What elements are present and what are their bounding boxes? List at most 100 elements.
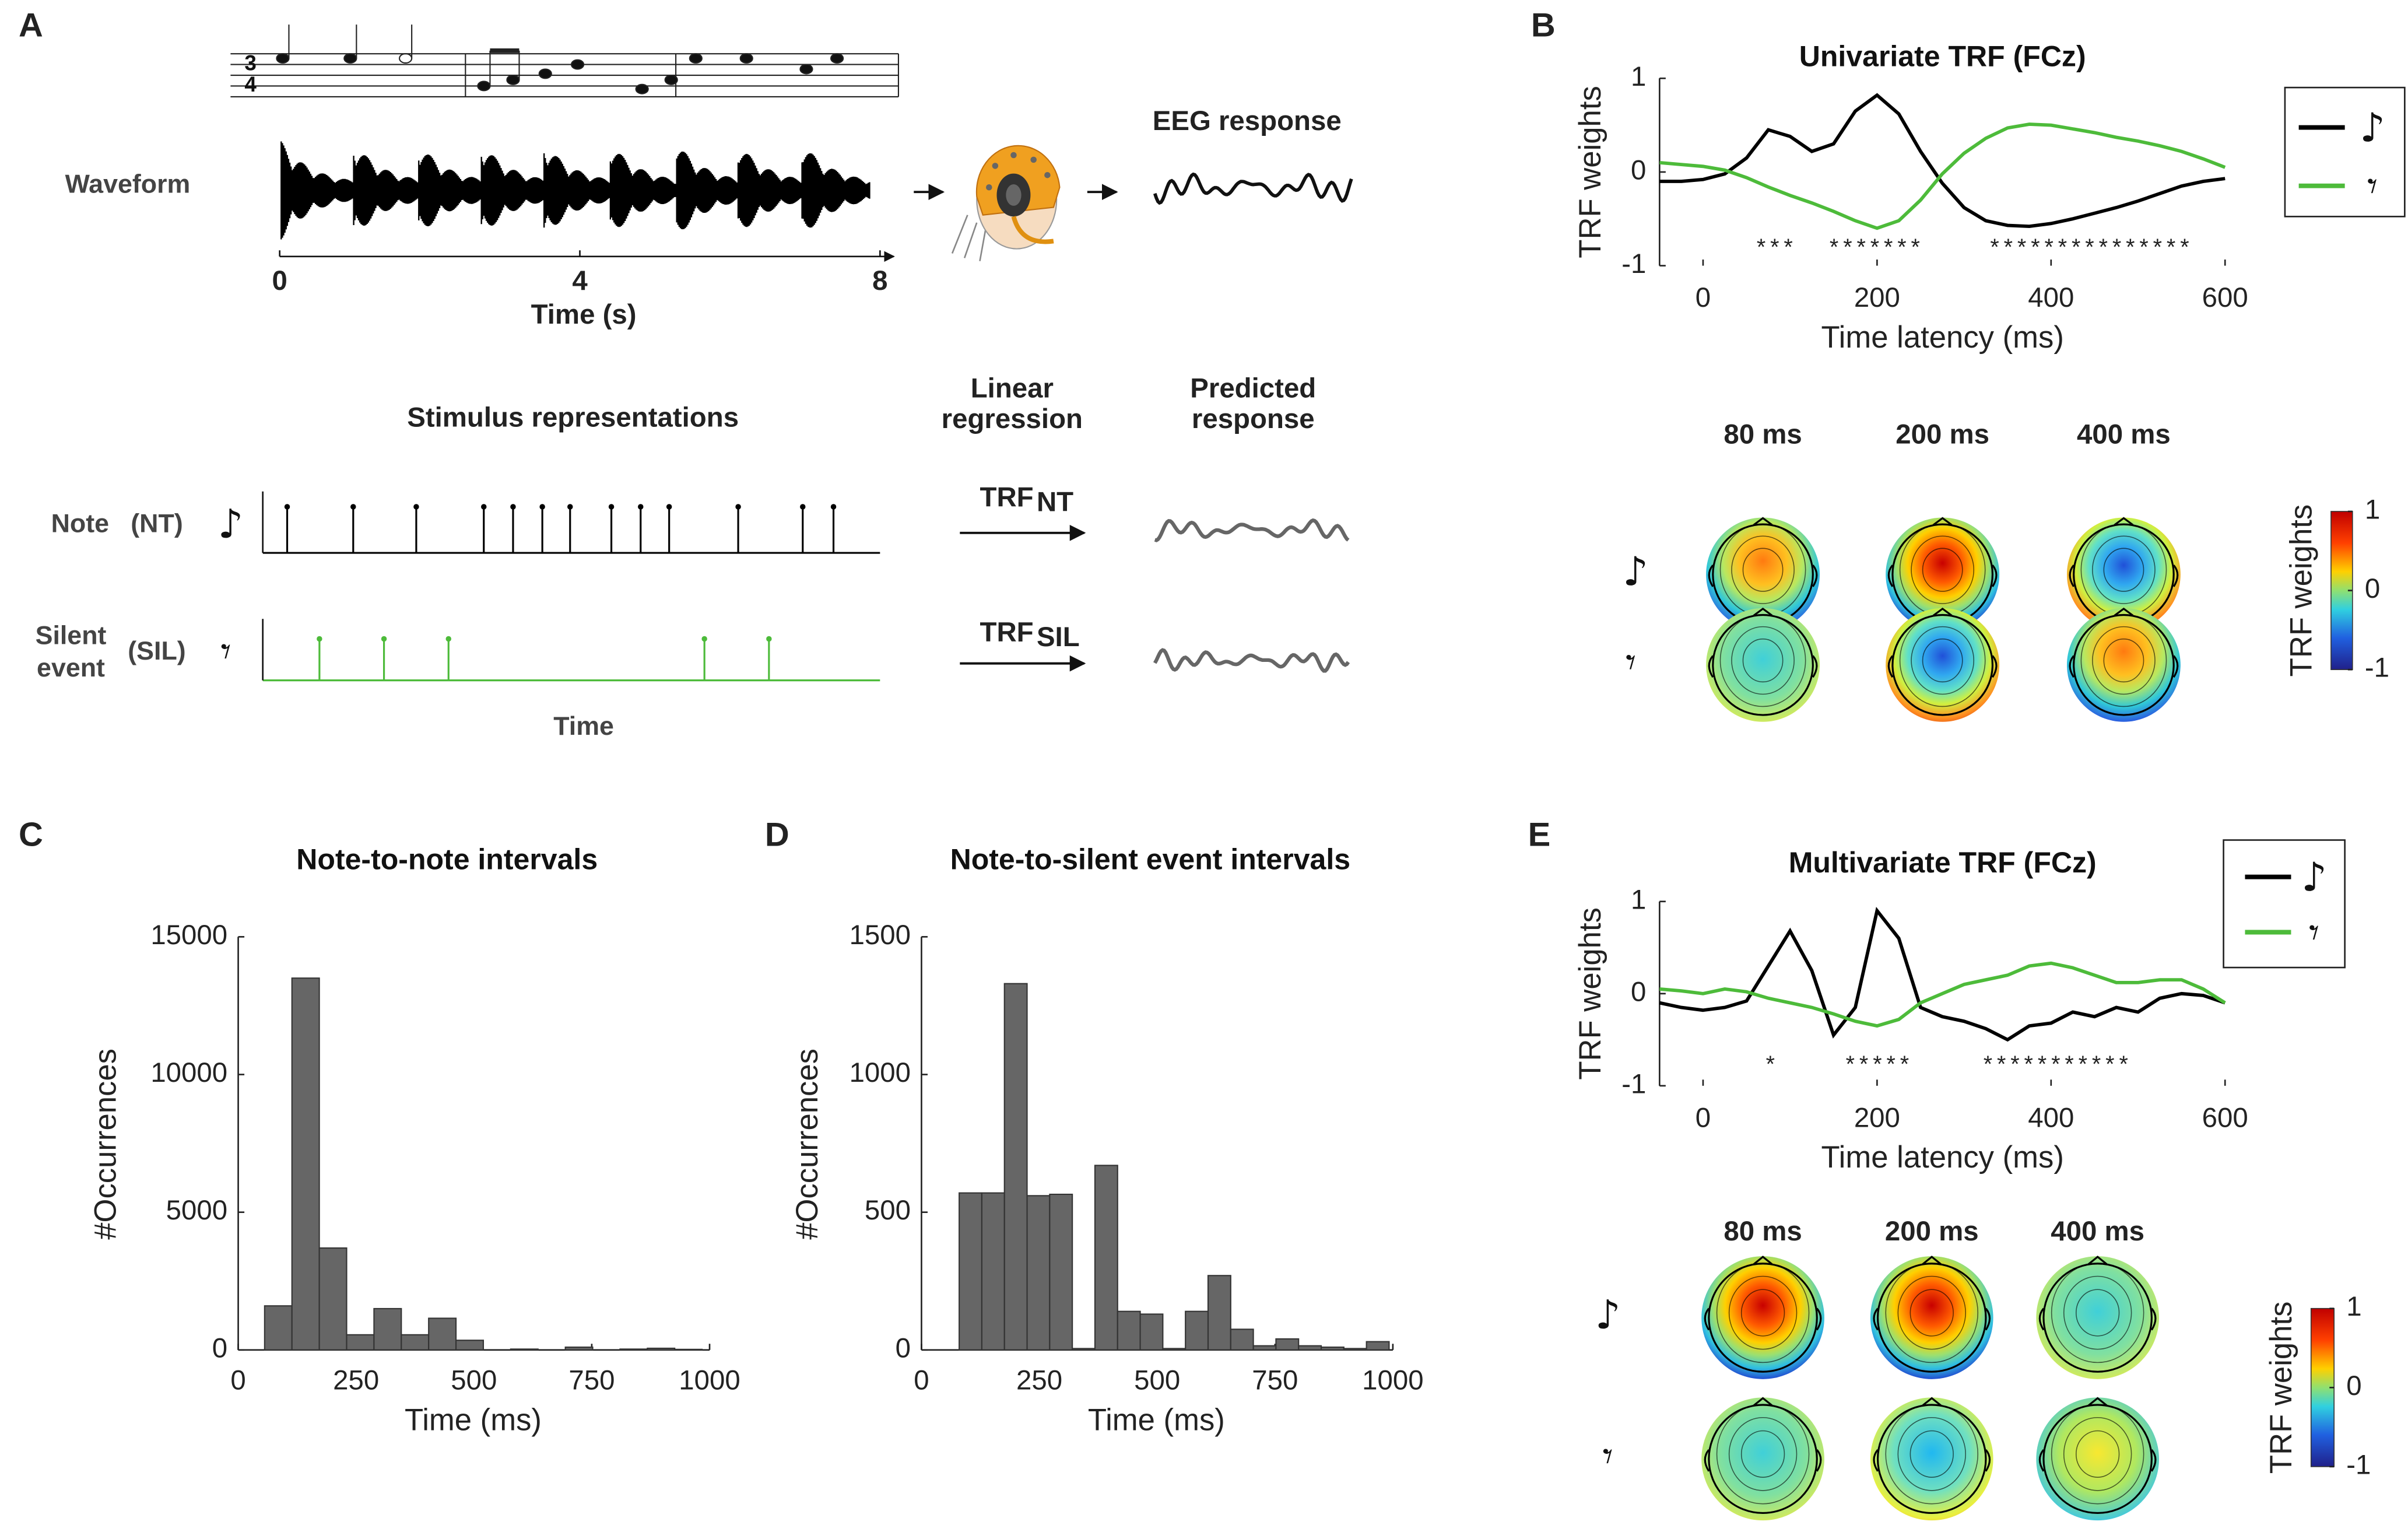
significance-stars: *** xyxy=(1757,234,1798,260)
histogram-bar xyxy=(1275,1338,1300,1351)
silent-event-head xyxy=(381,636,387,642)
histogram-bar xyxy=(674,1348,703,1351)
histogram-bar xyxy=(1320,1347,1345,1351)
histogram-bar xyxy=(1298,1345,1322,1351)
y-tick-label: -1 xyxy=(1621,1068,1646,1099)
x-tick-label: 0 xyxy=(272,265,287,296)
histogram-bar xyxy=(1366,1341,1390,1351)
topomap xyxy=(2036,1397,2159,1521)
head-ears xyxy=(1708,565,1818,587)
section-title: Predicted xyxy=(1190,373,1316,404)
x-tick-label: 750 xyxy=(1252,1365,1298,1396)
legend-label: ♪ xyxy=(2360,104,2385,151)
row-label: event xyxy=(37,653,105,682)
topomap-title: 80 ms xyxy=(1723,1216,1802,1247)
x-tick-label: 0 xyxy=(230,1365,245,1396)
topomap-title: 200 ms xyxy=(1885,1216,1979,1247)
legend-box xyxy=(2223,839,2346,969)
trf-subscript: NT xyxy=(1037,486,1073,517)
y-tick-label: 15000 xyxy=(150,920,227,951)
series-line xyxy=(1659,961,2226,1028)
silent-event-head xyxy=(445,636,452,642)
x-tick-label: 8 xyxy=(872,265,887,296)
section-title: regression xyxy=(942,404,1083,434)
topomap xyxy=(1870,1397,1993,1521)
histogram-bar xyxy=(346,1334,375,1351)
waveform-label: Waveform xyxy=(65,169,191,198)
x-axis-label: Time (s) xyxy=(531,299,637,330)
topomap-contour xyxy=(2076,1430,2120,1478)
svg-text:4: 4 xyxy=(244,72,257,96)
head-outline xyxy=(1708,1263,1818,1373)
histogram-bar xyxy=(1343,1348,1367,1351)
silent-event-head xyxy=(317,636,322,642)
significance-stars: * xyxy=(1766,1051,1779,1077)
note-event-head xyxy=(638,504,644,510)
topomap-contour xyxy=(2103,638,2144,683)
head-ears xyxy=(1873,1449,1991,1472)
head-outline xyxy=(1708,1404,1818,1515)
y-tick-label: 1500 xyxy=(850,920,911,951)
histogram-bar xyxy=(1139,1313,1164,1351)
topomap xyxy=(1706,517,1820,632)
significance-stars: *********** xyxy=(1984,1051,2133,1077)
colorbar-tick-label: 1 xyxy=(2346,1291,2361,1322)
legend-label: 𝄾 xyxy=(2367,163,2378,209)
row-label: Note xyxy=(51,509,109,538)
row-symbol: ♪ xyxy=(1595,1292,1621,1338)
topomap-title: 200 ms xyxy=(1895,419,1989,450)
panel-label: B xyxy=(1531,7,1556,44)
colorbar-tick-label: 1 xyxy=(2365,494,2380,525)
topomap-contour xyxy=(2103,548,2144,592)
predicted-trace xyxy=(1153,648,1350,673)
note-event-head xyxy=(567,504,573,510)
topomap-contour xyxy=(1897,1275,1966,1350)
x-tick-label: 400 xyxy=(2028,282,2074,313)
histogram-bar xyxy=(959,1192,982,1351)
y-axis-label: TRF weights xyxy=(1573,86,1607,258)
topomap-contour xyxy=(1909,1289,1954,1337)
topomap-title: 400 ms xyxy=(2051,1216,2144,1247)
topomap-title: 400 ms xyxy=(2077,419,2171,450)
topomap-contour xyxy=(1742,548,1784,592)
y-tick-label: 1000 xyxy=(850,1057,911,1088)
note-symbol: ♪ xyxy=(218,501,244,548)
colorbar-label: TRF weights xyxy=(2264,1302,2298,1474)
topomap-contour xyxy=(1922,548,1963,592)
head-ears xyxy=(2069,565,2179,587)
topomap-contour xyxy=(1731,626,1795,695)
panel-label: D xyxy=(765,816,789,854)
head-nose xyxy=(1922,1256,1942,1265)
histogram-bar xyxy=(1072,1348,1096,1351)
x-tick-label: 250 xyxy=(333,1365,379,1396)
legend-box xyxy=(2284,86,2406,218)
head-nose xyxy=(1932,607,1953,616)
row-symbol: 𝄾 xyxy=(1602,1433,1613,1480)
x-axis-label: Time latency (ms) xyxy=(1821,1140,2063,1175)
note-event-head xyxy=(666,504,672,510)
waveform xyxy=(280,141,870,240)
topomap-contour xyxy=(2063,1417,2132,1491)
row-symbol: ♪ xyxy=(1623,548,1648,595)
histogram-bar xyxy=(647,1347,676,1351)
head-ears xyxy=(2038,1307,2157,1331)
head-ears xyxy=(1873,1307,1991,1331)
x-tick-label: 1000 xyxy=(1362,1365,1423,1396)
topomap-contour xyxy=(1897,1417,1966,1491)
head-nose xyxy=(1922,1397,1942,1407)
note-event-head xyxy=(481,504,487,510)
panel-label: A xyxy=(19,7,43,44)
colorbar-tick-label: 0 xyxy=(2365,573,2380,604)
panel-label: C xyxy=(19,816,43,854)
topomap xyxy=(2036,1256,2159,1379)
topomap-contour xyxy=(2092,626,2156,695)
histogram-bar xyxy=(1117,1310,1141,1351)
topomap-contour xyxy=(1740,1430,1785,1478)
significance-stars: ***** xyxy=(1846,1051,1914,1077)
histogram-bar xyxy=(291,977,320,1351)
row-symbol: 𝄾 xyxy=(1626,639,1636,686)
y-tick-label: -1 xyxy=(1621,248,1646,279)
significance-stars: *************** xyxy=(1990,234,2193,260)
